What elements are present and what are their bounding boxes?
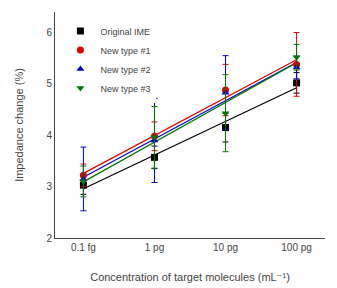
svg-text:2: 2 xyxy=(46,233,52,244)
svg-text:4: 4 xyxy=(46,130,52,141)
svg-text:New type #3: New type #3 xyxy=(100,84,150,94)
svg-text:3: 3 xyxy=(46,181,52,192)
svg-text:New type #2: New type #2 xyxy=(100,65,150,75)
svg-text:1 pg: 1 pg xyxy=(145,242,164,253)
svg-text:100 pg: 100 pg xyxy=(281,242,312,253)
svg-text:6: 6 xyxy=(46,27,52,38)
svg-text:Impedance change (%): Impedance change (%) xyxy=(13,68,25,182)
svg-text:New type #1: New type #1 xyxy=(100,46,150,56)
svg-text:10 pg: 10 pg xyxy=(213,242,238,253)
svg-text:0.1 fg: 0.1 fg xyxy=(71,242,96,253)
svg-text:Original IME: Original IME xyxy=(100,27,150,37)
svg-text:5: 5 xyxy=(46,78,52,89)
svg-text:Concentration of target molecu: Concentration of target molecules (mL⁻¹) xyxy=(90,271,290,283)
